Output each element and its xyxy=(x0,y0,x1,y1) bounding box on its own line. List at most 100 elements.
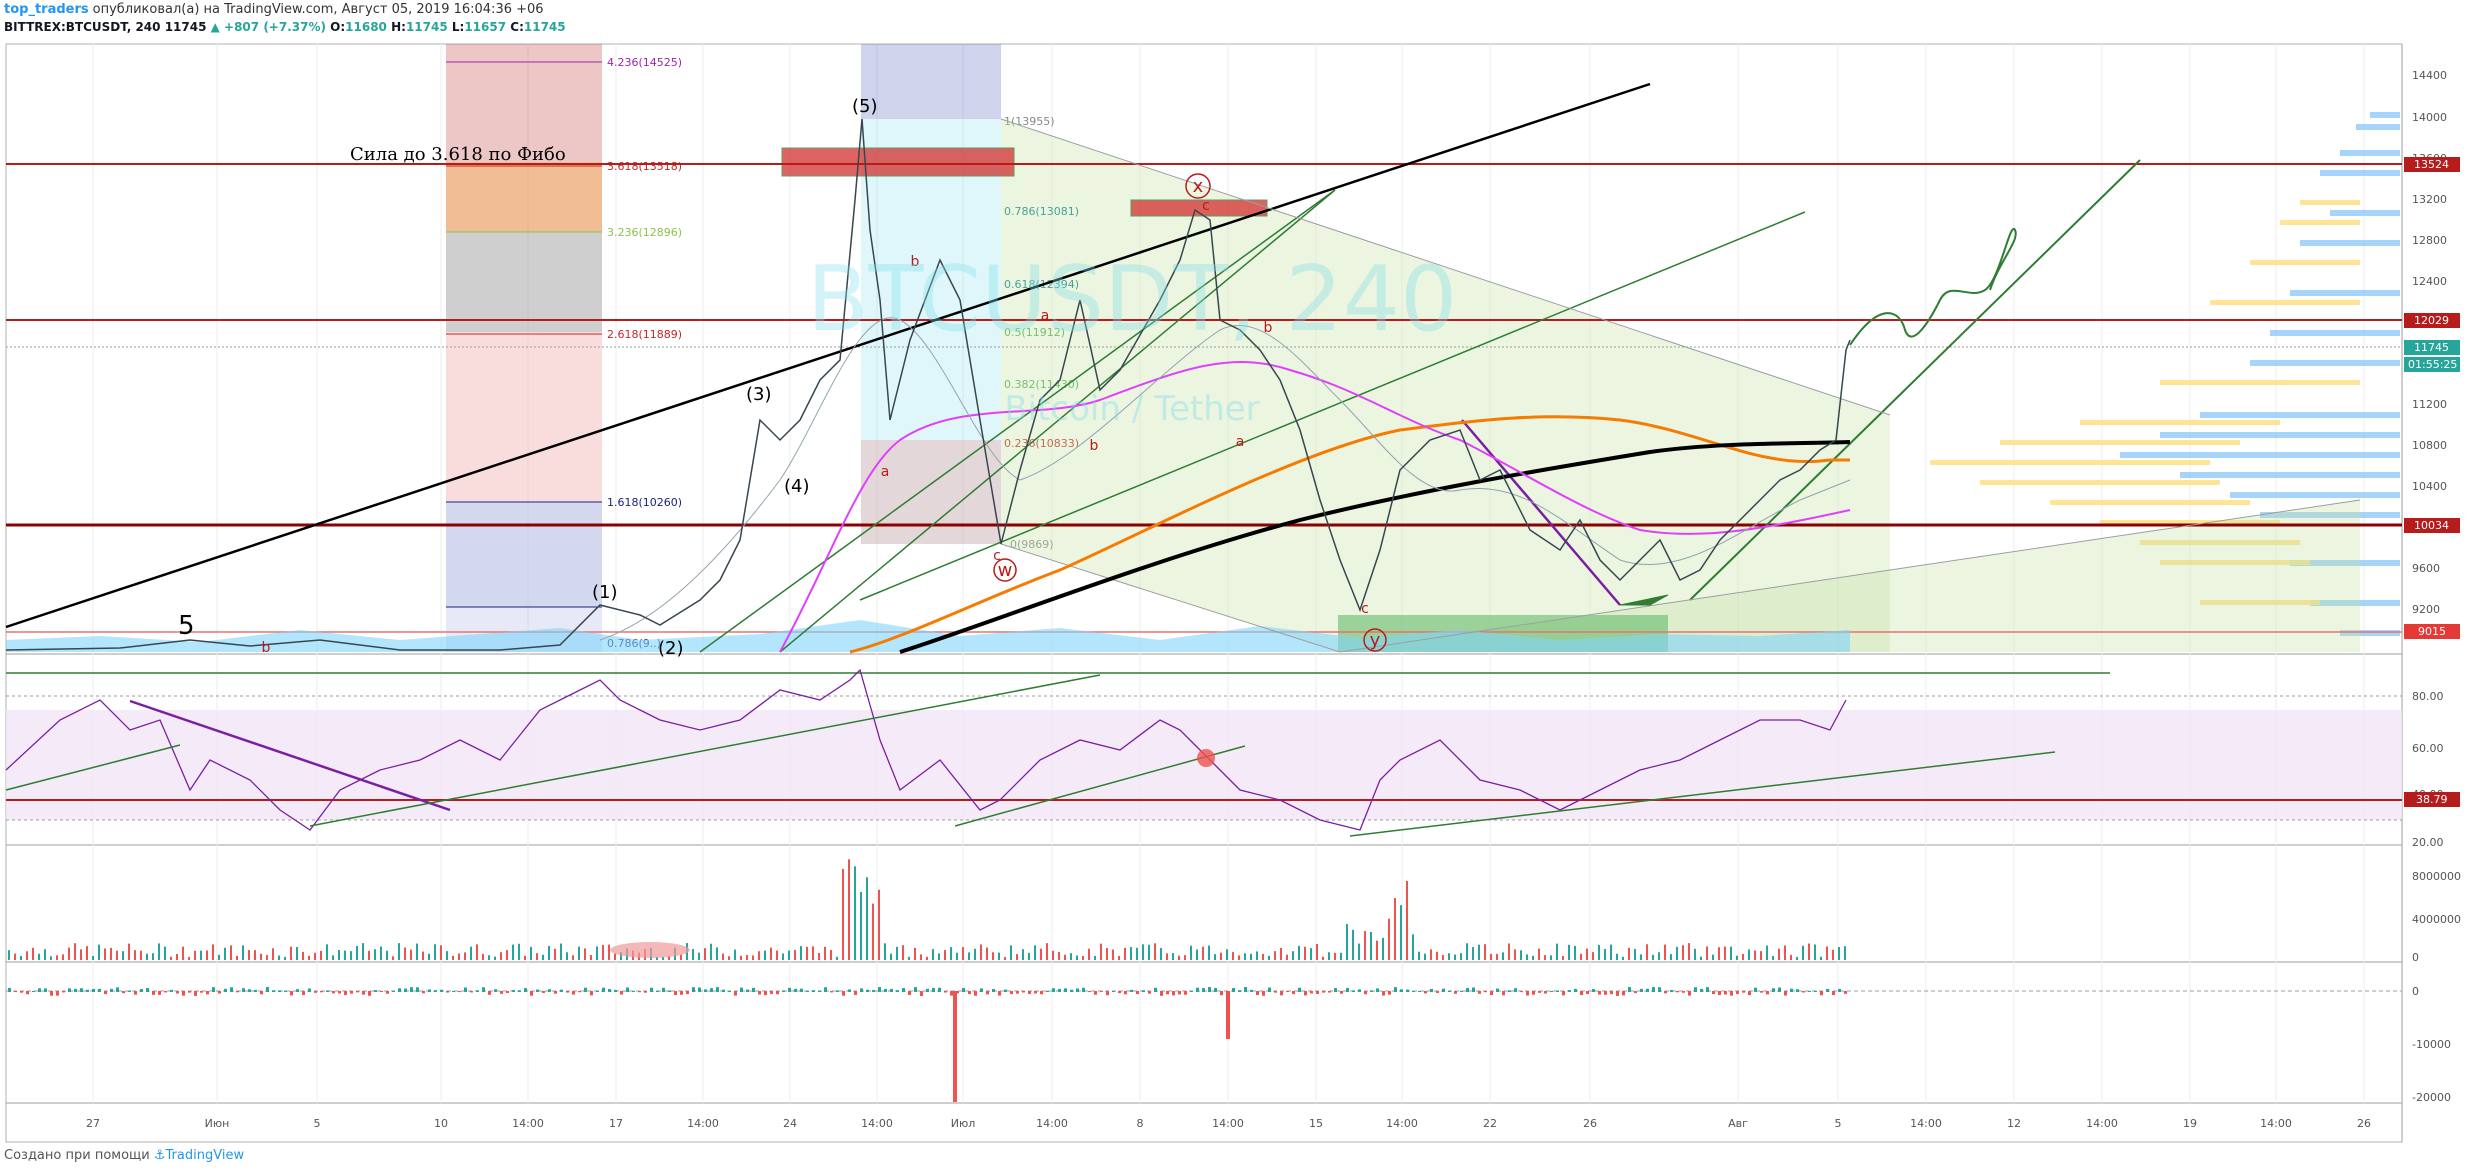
volume-bar xyxy=(1580,953,1582,960)
macd-bar xyxy=(920,991,923,996)
symbol-watermark: BTCUSDT, 240 xyxy=(807,247,1458,352)
macd-bar xyxy=(1250,989,1253,992)
rsi-line[interactable] xyxy=(5,668,1847,831)
volume-bar xyxy=(1232,952,1234,960)
macd-bar xyxy=(674,991,677,995)
subwave-label: c xyxy=(1361,601,1369,617)
macd-bar xyxy=(110,988,113,992)
price-tick: 9200 xyxy=(2412,603,2440,616)
volume-bar xyxy=(1112,949,1114,960)
macd-bar xyxy=(926,988,929,992)
tradingview-logo-icon[interactable]: ⚓ xyxy=(153,1148,166,1163)
volume-bar xyxy=(1094,955,1096,960)
macd-bar xyxy=(1604,991,1607,995)
macd-bar xyxy=(1118,991,1121,994)
price-series[interactable] xyxy=(5,118,1851,651)
fib-retrace-label: 0.786(13081) xyxy=(1004,205,1079,218)
volume-bar xyxy=(1310,948,1312,960)
macd-bar xyxy=(578,991,581,993)
macd-bar xyxy=(356,991,359,993)
macd-bar xyxy=(1742,991,1745,993)
rsi-marker[interactable] xyxy=(1197,749,1215,767)
macd-bar xyxy=(434,990,437,992)
macd-bar xyxy=(1568,990,1571,992)
macd-bar xyxy=(1586,991,1589,995)
macd-bar xyxy=(1358,989,1361,992)
volume-axis[interactable]: 8000000 4000000 0 xyxy=(2412,870,2461,964)
macd-histogram[interactable] xyxy=(8,987,1847,996)
volume-bar xyxy=(734,949,736,960)
volume-bar xyxy=(974,948,976,960)
macd-bar xyxy=(1628,987,1631,992)
subwave-label: b xyxy=(1090,438,1099,454)
volume-profile xyxy=(1930,112,2400,636)
macd-bar xyxy=(1766,991,1769,995)
author-link[interactable]: top_traders xyxy=(4,2,89,17)
resistance-zone-x[interactable] xyxy=(1130,199,1268,217)
wave-label: (5) xyxy=(852,96,878,117)
macd-bar xyxy=(1784,991,1787,996)
macd-bar xyxy=(308,988,311,992)
macd-bar xyxy=(1196,987,1199,992)
volume-bar xyxy=(1634,948,1636,960)
volume-bars[interactable] xyxy=(8,859,1846,960)
fib-annotation-text[interactable]: Сила до 3.618 по Фибо xyxy=(350,144,566,165)
volume-bar xyxy=(920,954,922,960)
macd-bar xyxy=(1424,991,1427,994)
volume-bar xyxy=(1016,954,1018,960)
volume-bar xyxy=(1160,948,1162,960)
macd-axis[interactable]: 0 -10000 -20000 xyxy=(2412,985,2451,1104)
volume-bar xyxy=(1754,950,1756,960)
macd-bar xyxy=(524,988,527,992)
macd-bar xyxy=(554,991,557,994)
volume-bar xyxy=(494,956,496,960)
macd-bar xyxy=(1286,991,1289,993)
wave-label: 5 xyxy=(178,611,195,641)
volume-bar xyxy=(746,954,748,960)
macd-bar xyxy=(848,989,851,992)
subwave-label: b xyxy=(262,640,271,656)
volume-bar xyxy=(506,950,508,960)
volume-bar xyxy=(908,956,910,960)
time-tick: 14:00 xyxy=(1212,1117,1244,1130)
rsi-axis[interactable]: 80.00 60.00 40.00 20.00 xyxy=(2412,690,2444,849)
subwave-label: a xyxy=(1041,308,1050,324)
macd-bar xyxy=(290,991,293,996)
volume-bar xyxy=(1688,943,1690,960)
volume-bar xyxy=(1526,954,1528,960)
rsi-trendlines[interactable] xyxy=(5,674,2056,837)
macd-bar xyxy=(596,990,599,992)
macd-bar xyxy=(770,991,773,994)
volume-bar xyxy=(1592,952,1594,960)
macd-bar xyxy=(758,991,761,995)
volume-bar xyxy=(1088,948,1090,960)
macd-bar xyxy=(224,988,227,992)
time-tick: 24 xyxy=(783,1117,797,1130)
volume-bar xyxy=(338,950,340,960)
last-price: 11745 xyxy=(164,20,207,34)
volume-bar xyxy=(308,955,310,960)
macd-bar xyxy=(1490,991,1493,995)
macd-bar xyxy=(326,990,329,992)
volume-bar xyxy=(476,944,478,960)
volume-bar xyxy=(1712,954,1714,960)
fib-extension-tool[interactable] xyxy=(446,44,602,652)
volume-bar xyxy=(770,947,772,960)
price-badge: 13524 xyxy=(2414,158,2449,171)
key-levels[interactable] xyxy=(6,163,2402,633)
tradingview-link[interactable]: TradingView xyxy=(165,1148,245,1163)
triangle-pattern[interactable] xyxy=(1001,119,1890,652)
time-axis[interactable]: 27 Июн 5 10 14:00 17 14:00 24 14:00 Июл … xyxy=(86,1117,2371,1130)
macd-bar xyxy=(1142,990,1145,992)
volume-bar xyxy=(926,956,928,960)
time-tick: 5 xyxy=(314,1117,321,1130)
macd-bar xyxy=(1622,991,1625,996)
fib-retrace-label: 0.5(11912) xyxy=(1004,326,1065,339)
fib-retracement-tool[interactable] xyxy=(861,44,1001,544)
symbol-header: BITTREX:BTCUSDT, 240 11745 ▲ +807 (+7.37… xyxy=(4,20,566,34)
trendlines[interactable] xyxy=(5,82,2361,653)
volume-bar xyxy=(596,946,598,960)
resistance-zone[interactable] xyxy=(781,147,1015,177)
volume-bar xyxy=(1238,955,1240,960)
